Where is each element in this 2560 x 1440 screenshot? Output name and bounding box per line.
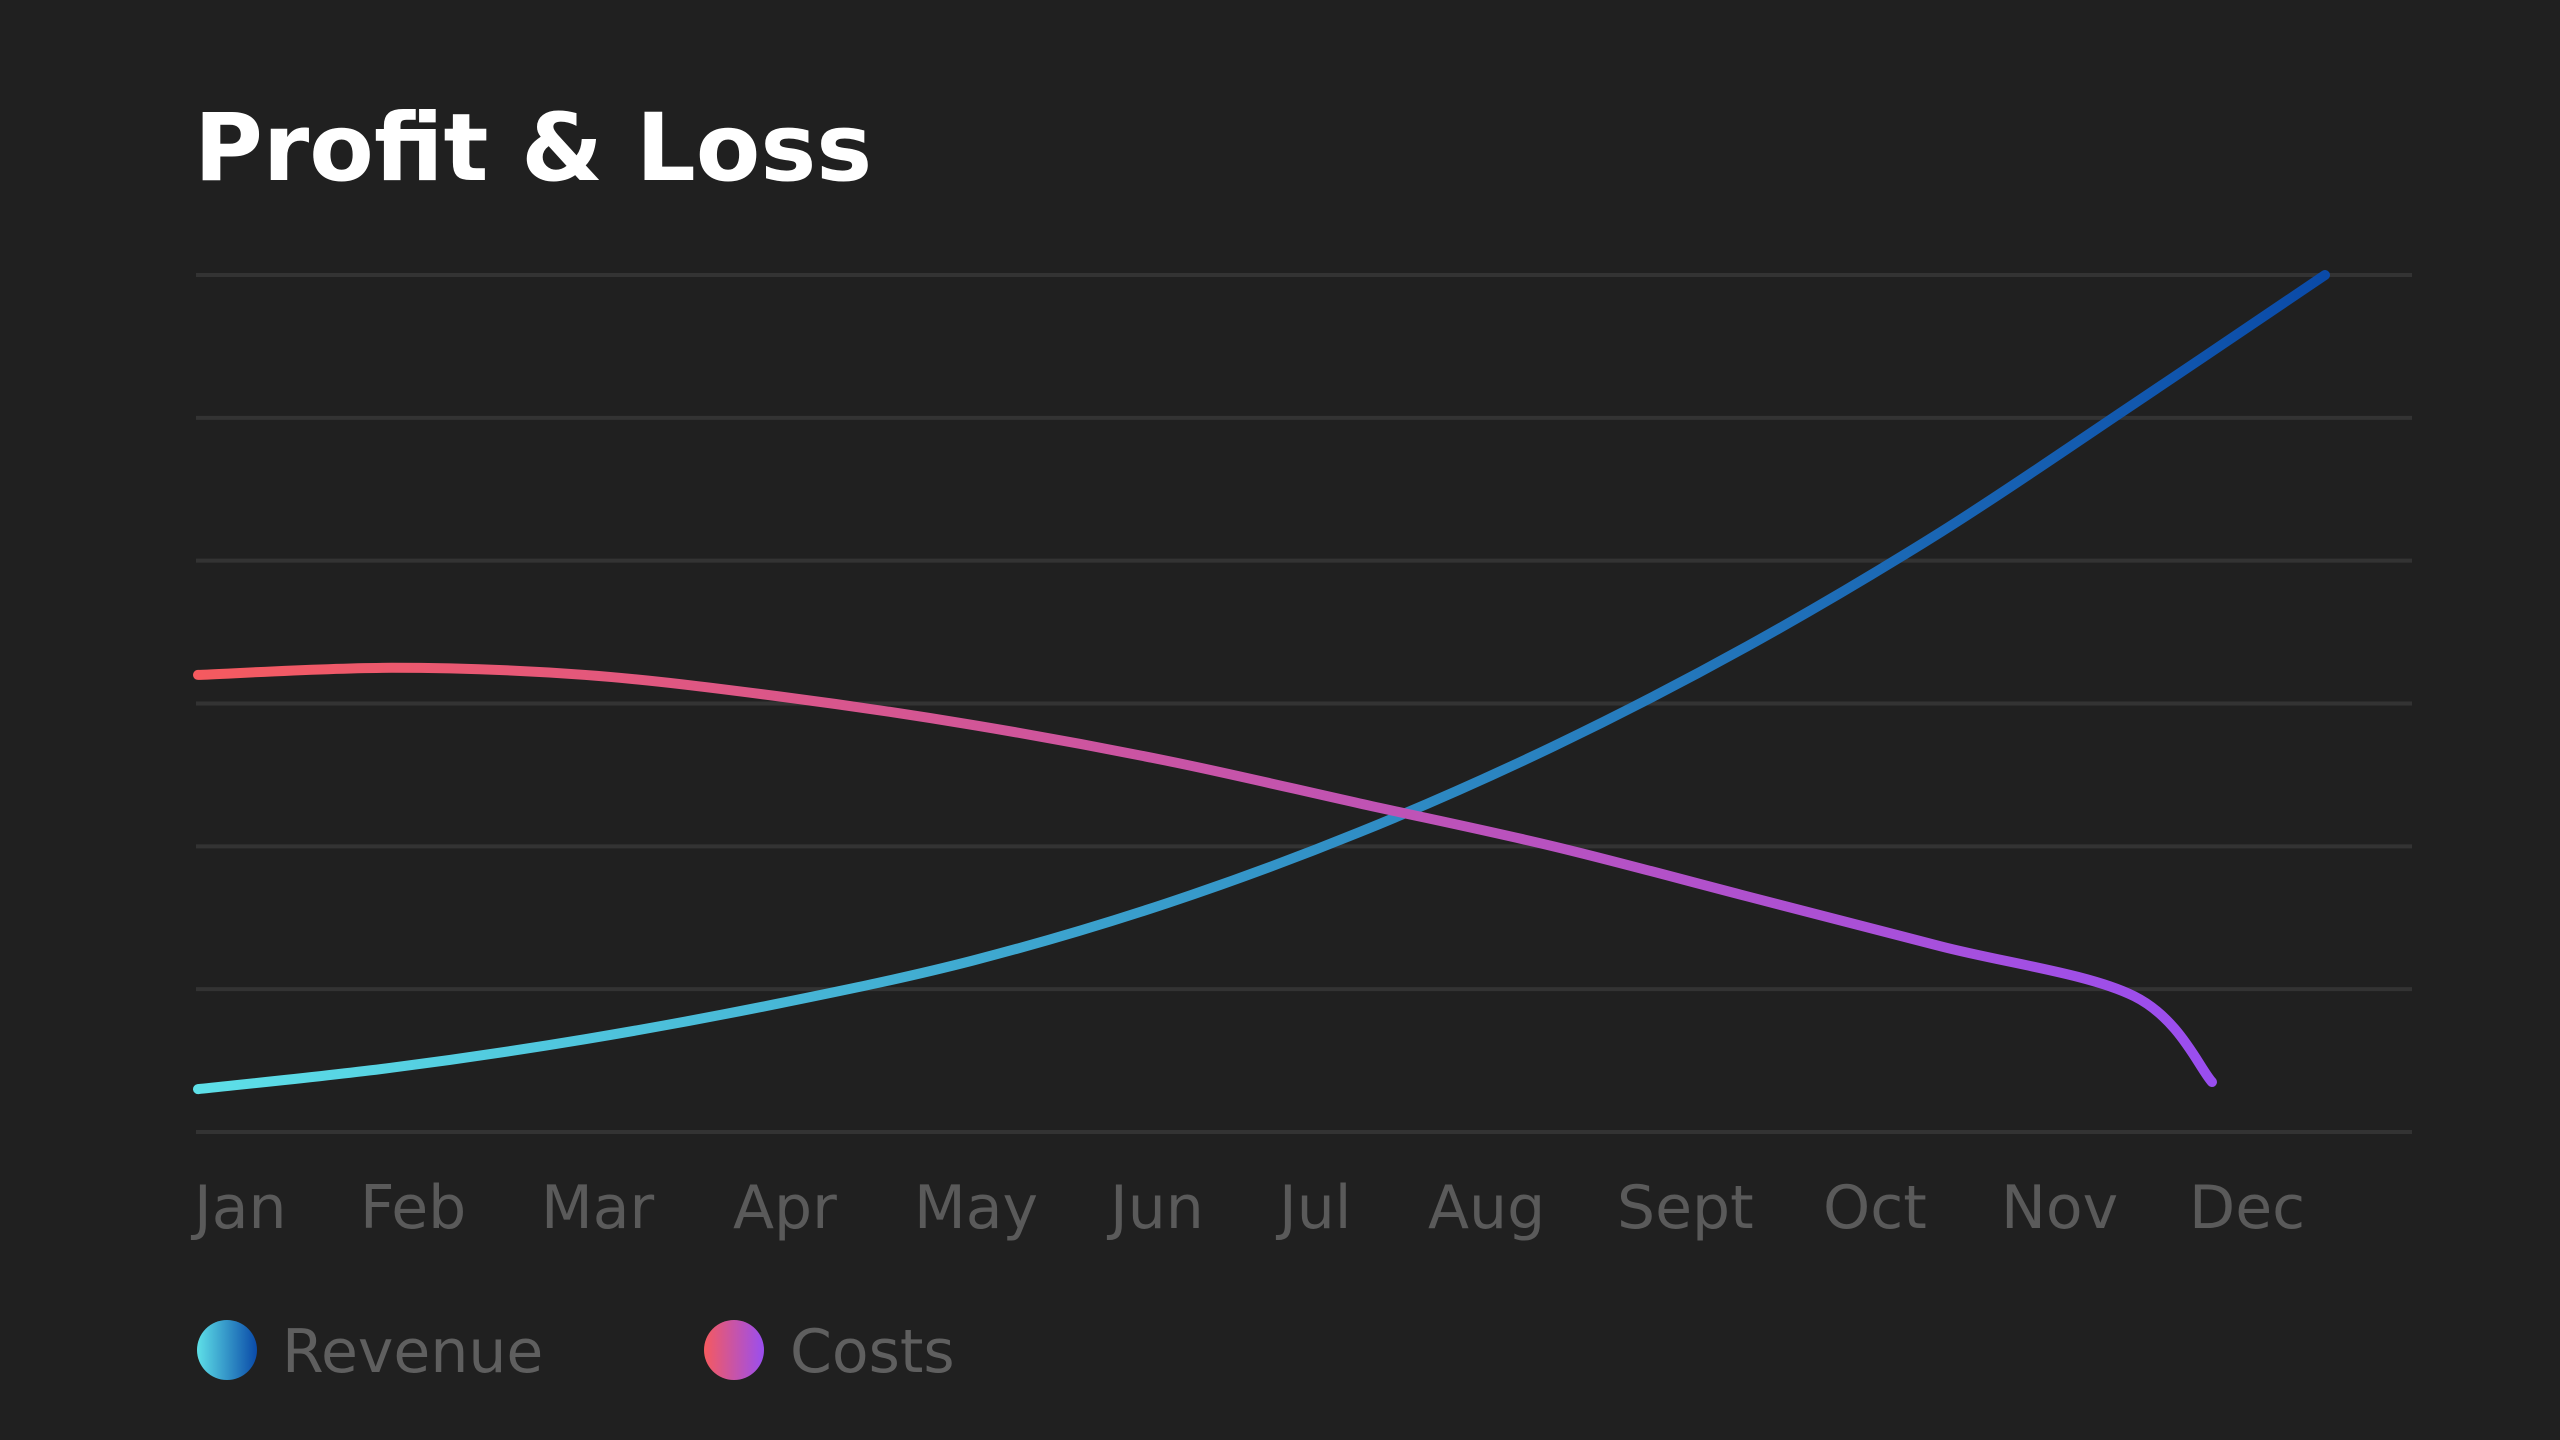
legend-swatch-costs	[704, 1320, 764, 1380]
grid-lines	[196, 273, 2412, 1134]
chart-title: Profit & Loss	[194, 94, 872, 203]
x-tick-label-jun: Jun	[1106, 1173, 1204, 1243]
legend-label-costs: Costs	[790, 1317, 955, 1387]
x-tick-label-jan: Jan	[190, 1173, 287, 1243]
x-tick-label-oct: Oct	[1823, 1173, 1927, 1243]
x-tick-label-aug: Aug	[1428, 1173, 1545, 1243]
x-axis-ticks: Jan Feb Mar Apr May Jun Jul Aug Sept Oct Nov Dec	[190, 1173, 2305, 1243]
legend-item-revenue[interactable]: Revenue	[197, 1317, 543, 1387]
x-tick-label-apr: Apr	[733, 1173, 837, 1243]
legend-item-costs[interactable]: Costs	[704, 1317, 955, 1387]
x-tick-label-dec: Dec	[2189, 1173, 2305, 1243]
legend-swatch-revenue	[197, 1320, 257, 1380]
x-tick-label-mar: Mar	[541, 1173, 655, 1243]
legend: Revenue Costs	[197, 1317, 955, 1387]
x-tick-label-nov: Nov	[2001, 1173, 2118, 1243]
series-line-revenue[interactable]	[193, 270, 2330, 1095]
x-tick-label-jul: Jul	[1275, 1173, 1351, 1243]
series-lines	[193, 270, 2330, 1095]
series-line-costs[interactable]	[193, 662, 2217, 1088]
x-tick-label-feb: Feb	[360, 1173, 466, 1243]
legend-label-revenue: Revenue	[282, 1317, 543, 1387]
x-tick-label-sept: Sept	[1617, 1173, 1754, 1243]
x-tick-label-may: May	[914, 1173, 1038, 1243]
